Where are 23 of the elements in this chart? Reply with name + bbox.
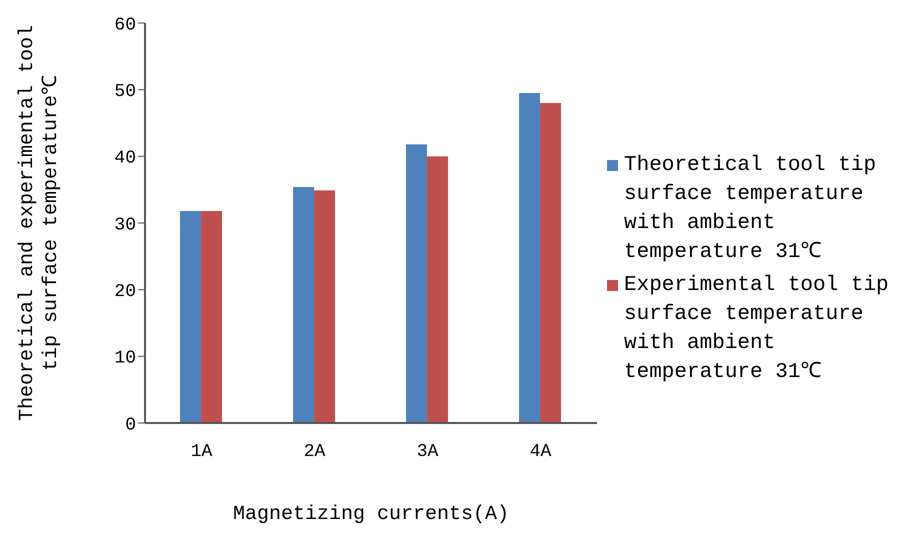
legend-label: Theoretical tool tip surface temperature with ambient temperature 31℃ <box>624 152 876 266</box>
bar <box>519 93 540 423</box>
bar <box>201 211 222 423</box>
y-tick-label: 10 <box>114 348 136 369</box>
x-tick-label: 2A <box>304 442 326 462</box>
y-tick-label: 60 <box>114 15 136 36</box>
bar <box>427 156 448 423</box>
legend-label: Experimental tool tip surface temperature with ambient temperature 31℃ <box>624 272 889 386</box>
y-axis-title: Theoretical and experimental tool tip surface temperature℃ <box>16 24 63 422</box>
bar <box>180 211 202 423</box>
y-tick-label: 50 <box>114 82 136 102</box>
x-tick-label: 3A <box>416 442 438 462</box>
x-tick-label: 1A <box>190 442 212 462</box>
y-tick-label: 20 <box>114 282 136 302</box>
y-tick-label: 40 <box>114 148 136 169</box>
x-axis-title: Magnetizing currents(A) <box>232 503 510 526</box>
y-tick-label: 30 <box>114 215 136 236</box>
y-tick-label: 0 <box>125 415 136 436</box>
bar <box>406 144 428 423</box>
bar <box>314 190 336 423</box>
x-tick-label: 4A <box>530 442 552 462</box>
bar <box>293 187 314 423</box>
bar <box>540 103 562 423</box>
